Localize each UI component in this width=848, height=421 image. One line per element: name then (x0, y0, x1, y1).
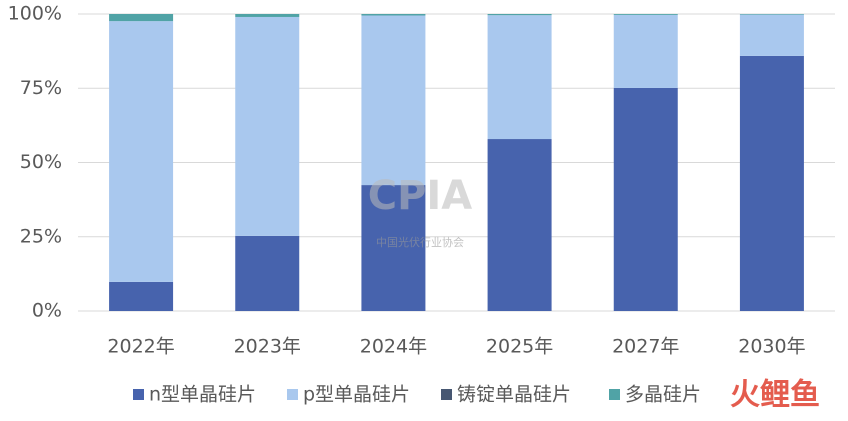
x-tick-label: 2025年 (486, 336, 553, 358)
legend-label: n型单晶硅片 (149, 384, 256, 406)
bar-segment (739, 55, 804, 311)
bar-segment (613, 14, 678, 88)
y-tick-label: 0% (32, 300, 62, 322)
bar-segment (739, 14, 804, 56)
y-tick-label: 100% (8, 3, 62, 25)
bar-segment (487, 14, 552, 16)
watermark: 中国光伏行业协会 (376, 235, 464, 249)
y-tick-label: 25% (20, 225, 62, 247)
bar-segment (487, 15, 552, 140)
bar-segment (613, 87, 678, 311)
bar-segment (487, 139, 552, 311)
bar-segment (613, 14, 678, 15)
bar-segment (361, 15, 426, 186)
legend-swatch (287, 389, 298, 400)
watermark: CPIA (368, 173, 473, 219)
bar-segment (235, 14, 300, 17)
y-tick-label: 50% (20, 151, 62, 173)
x-tick-label: 2022年 (107, 336, 174, 358)
legend-label: p型单晶硅片 (303, 384, 410, 406)
bar-segment (109, 14, 174, 22)
bar-segment (109, 281, 174, 311)
legend-label: 多晶硅片 (625, 384, 701, 406)
x-tick-label: 2024年 (360, 336, 427, 358)
bar-segment (235, 235, 300, 311)
legend-swatch (441, 389, 452, 400)
legend-label: 铸锭单晶硅片 (457, 384, 571, 406)
bar-segment (361, 14, 426, 16)
y-tick-label: 75% (20, 77, 62, 99)
watermark: 火鲤鱼 (730, 378, 820, 413)
bar-segment (109, 21, 174, 282)
bar-segment (235, 16, 300, 236)
legend-swatch (609, 389, 620, 400)
x-tick-label: 2027年 (612, 336, 679, 358)
x-tick-label: 2030年 (738, 336, 805, 358)
bar-segment (361, 185, 426, 311)
x-tick-label: 2023年 (234, 336, 301, 358)
legend-swatch (133, 389, 144, 400)
bar-segment (739, 14, 804, 15)
